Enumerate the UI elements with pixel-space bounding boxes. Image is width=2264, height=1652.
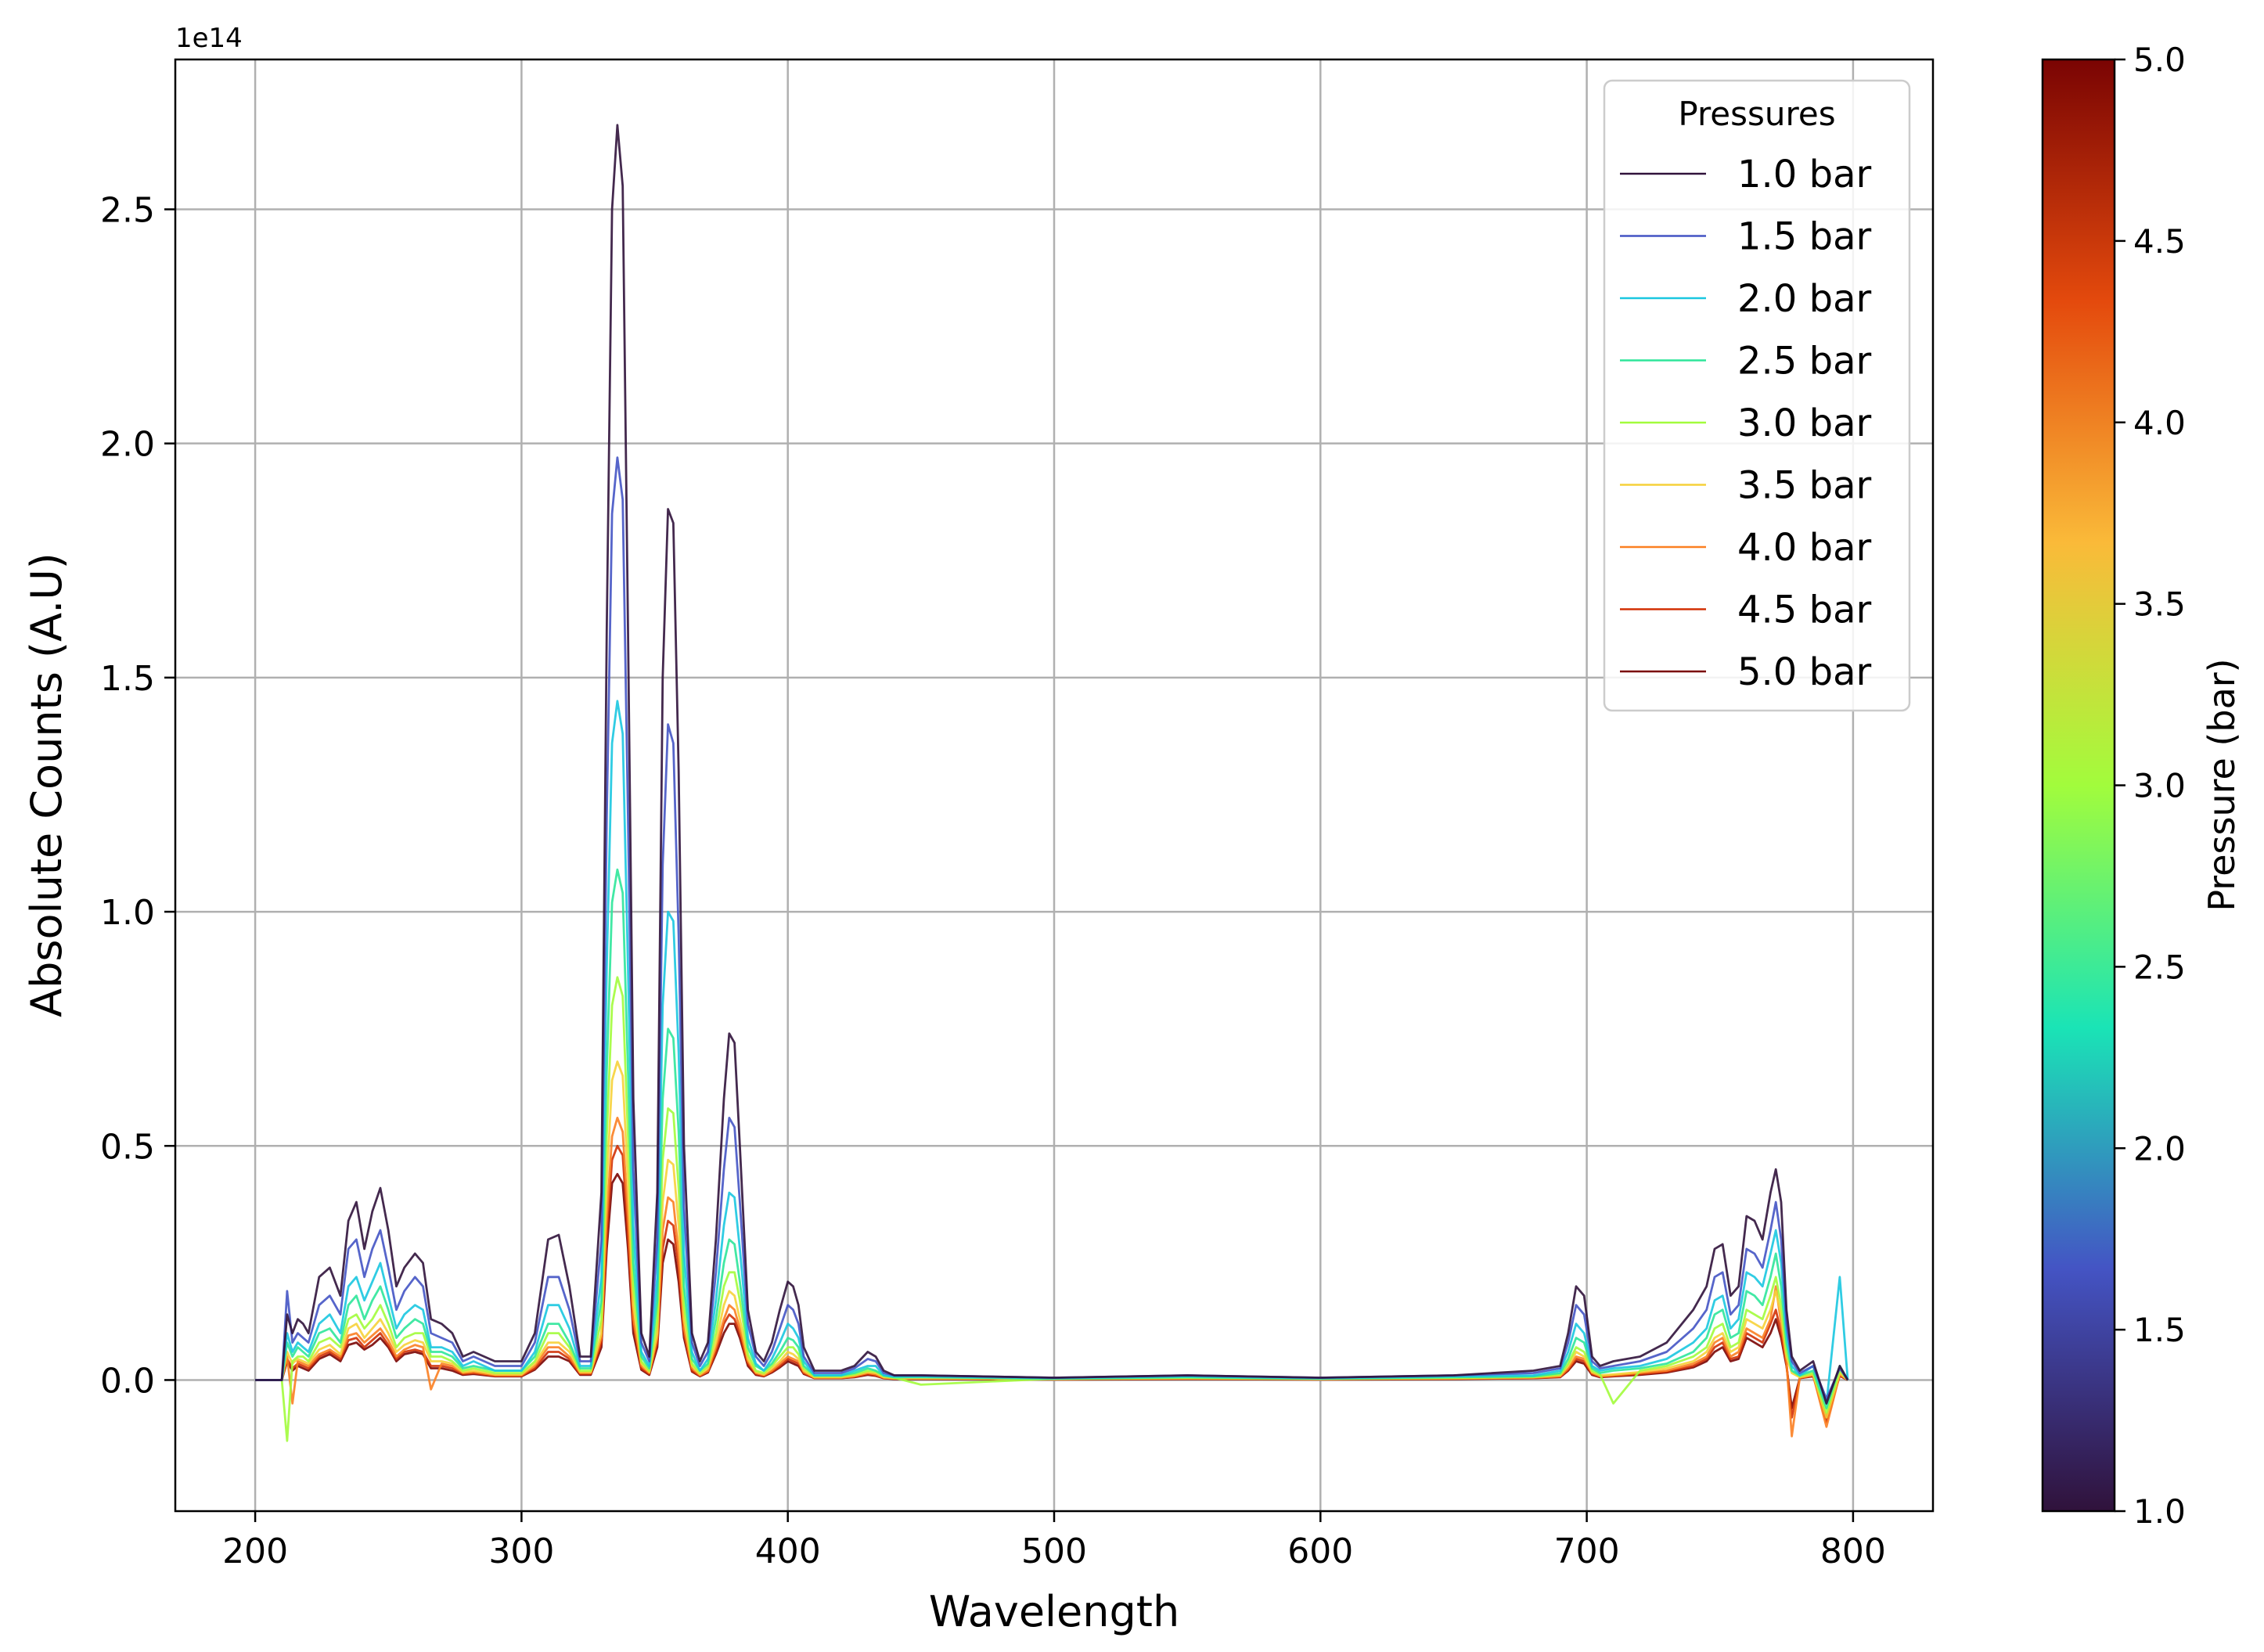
legend-entry: 1.5 bar [1620, 215, 1871, 259]
y-tick-label: 2.0 [100, 425, 155, 465]
x-axis-ticks: 200 300 400 500 600 700 800 [222, 1511, 1886, 1571]
y-offset-label: 1e14 [175, 23, 243, 54]
x-tick-label: 700 [1554, 1531, 1620, 1571]
colorbar-label: Pressure (bar) [2201, 658, 2243, 911]
legend-entry: 1.0 bar [1620, 153, 1871, 196]
series-line-4-0-bar [255, 1117, 1848, 1438]
legend-entry: 5.0 bar [1620, 650, 1871, 694]
colorbar-tick-label: 1.0 [2133, 1492, 2186, 1531]
y-axis-label: Absolute Counts (A.U) [22, 552, 71, 1017]
legend-entry: 4.0 bar [1620, 526, 1871, 570]
series-line-3-5-bar [255, 1060, 1849, 1419]
series-line-2-0-bar [255, 700, 1849, 1405]
colorbar-ticks: 1.0 1.5 2.0 2.5 3.0 3.5 4.0 4.5 5.0 [2115, 41, 2186, 1531]
series-line-4-5-bar [255, 1144, 1848, 1423]
y-tick-label: 0.0 [100, 1361, 155, 1401]
series-lines [255, 124, 1849, 1442]
y-tick-label: 1.5 [100, 659, 155, 699]
legend-entry: 2.5 bar [1620, 340, 1871, 383]
y-axis-ticks: 0.0 0.5 1.0 1.5 2.0 2.5 [100, 190, 175, 1401]
colorbar-tick-label: 2.0 [2133, 1129, 2186, 1168]
legend-entries: 1.0 bar 1.5 bar 2.0 bar 2.5 bar 3.0 bar 3.5 b… [1620, 153, 1871, 694]
y-tick-label: 0.5 [100, 1127, 155, 1167]
series-line-1-0-bar [255, 124, 1849, 1405]
x-tick-label: 400 [755, 1531, 821, 1571]
colorbar-tick-label: 5.0 [2133, 41, 2186, 79]
series-line-3-0-bar [255, 976, 1849, 1442]
colorbar-fill [2043, 59, 2115, 1511]
x-tick-label: 800 [1820, 1531, 1886, 1571]
legend-entry: 3.0 bar [1620, 401, 1871, 445]
colorbar-tick-label: 3.5 [2133, 585, 2186, 624]
legend-label: 4.5 bar [1737, 588, 1871, 632]
legend-label: 1.0 bar [1737, 153, 1871, 196]
colorbar-tick-label: 3.0 [2133, 767, 2186, 805]
colorbar-tick-label: 2.5 [2133, 948, 2186, 986]
legend-label: 1.5 bar [1737, 215, 1871, 259]
legend-box [1603, 79, 1911, 712]
legend-label: 2.0 bar [1737, 277, 1871, 321]
legend-entry: 4.5 bar [1620, 588, 1871, 632]
y-tick-label: 2.5 [100, 190, 155, 230]
x-tick-label: 500 [1021, 1531, 1087, 1571]
legend-label: 3.0 bar [1737, 401, 1871, 445]
legend-title: Pressures [1678, 95, 1835, 133]
series-line-1-5-bar [255, 456, 1849, 1400]
legend-label: 5.0 bar [1737, 650, 1871, 694]
colorbar-tick-label: 4.0 [2133, 404, 2186, 442]
legend-label: 2.5 bar [1737, 340, 1871, 383]
series-line-5-0-bar [255, 1172, 1848, 1419]
legend-entry: 3.5 bar [1620, 464, 1871, 508]
colorbar-tick-label: 1.5 [2133, 1311, 2186, 1349]
colorbar: 1.0 1.5 2.0 2.5 3.0 3.5 4.0 4.5 5.0 Pressure (ba… [2041, 41, 2243, 1531]
colorbar-tick-label: 4.5 [2133, 222, 2186, 261]
x-tick-label: 200 [222, 1531, 288, 1571]
y-tick-label: 1.0 [100, 893, 155, 933]
series-line-2-5-bar [255, 868, 1849, 1409]
legend: Pressures 1.0 bar 1.5 bar 2.0 bar 2.5 bar 3.… [1603, 79, 1911, 712]
legend-entry: 2.0 bar [1620, 277, 1871, 321]
legend-label: 4.0 bar [1737, 526, 1871, 570]
x-axis-label: Wavelength [929, 1587, 1179, 1636]
legend-label: 3.5 bar [1737, 464, 1871, 508]
x-tick-label: 300 [488, 1531, 554, 1571]
x-tick-label: 600 [1287, 1531, 1353, 1571]
